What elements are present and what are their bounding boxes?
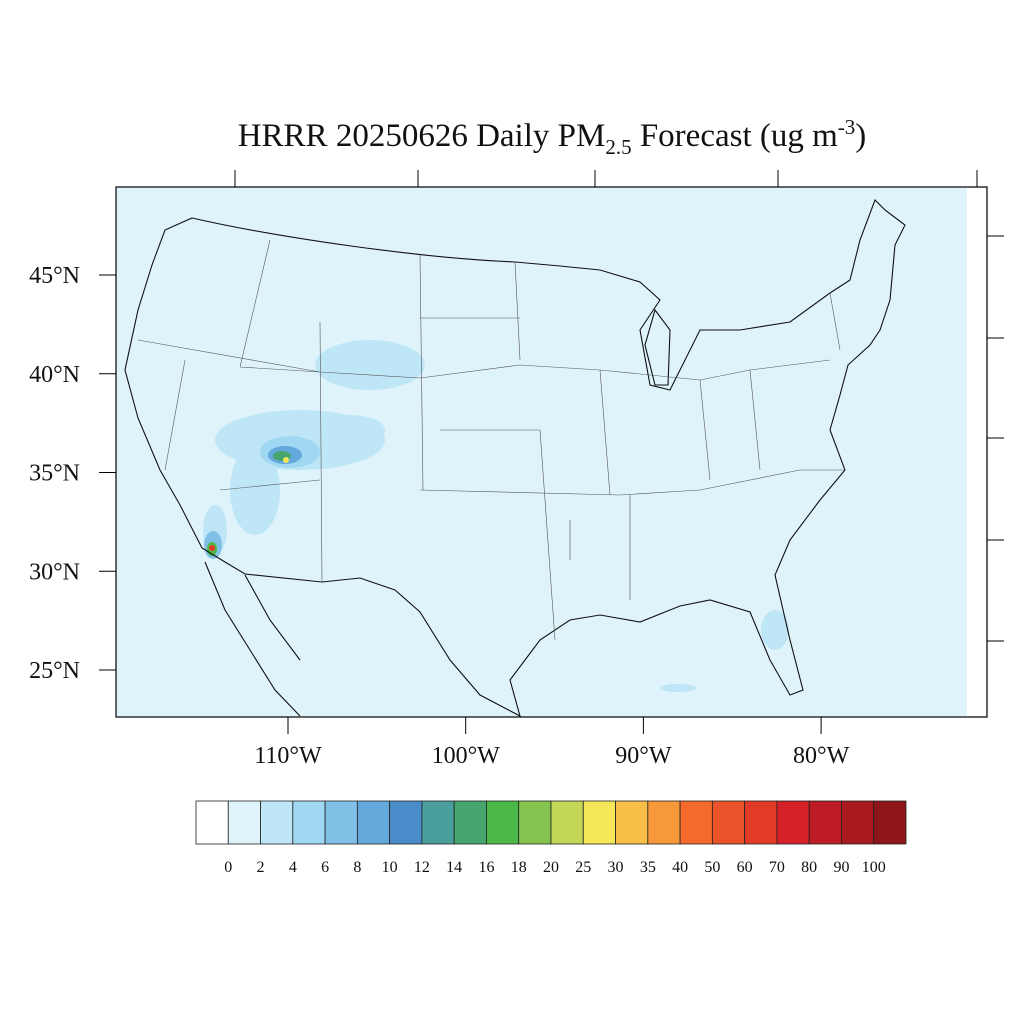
colorbar-label: 16 bbox=[478, 859, 494, 876]
color-box bbox=[356, 800, 391, 845]
map-frame bbox=[115, 186, 988, 718]
color-box bbox=[227, 800, 261, 845]
title-superscript: -3 bbox=[838, 115, 856, 139]
color-box bbox=[421, 800, 455, 845]
colorbar-label: 30 bbox=[608, 859, 624, 876]
colorbar-label: 12 bbox=[414, 859, 430, 876]
colorbar-label: 40 bbox=[672, 859, 688, 876]
state-lines bbox=[137, 239, 845, 641]
lon-label: 110°W bbox=[254, 743, 322, 769]
colorbar-label: 4 bbox=[289, 859, 297, 876]
color-box bbox=[195, 800, 229, 845]
colorbar-label: 0 bbox=[224, 859, 232, 876]
colorbar-label: 90 bbox=[833, 859, 849, 876]
color-box bbox=[292, 800, 326, 845]
smoke-plume bbox=[203, 340, 789, 692]
colorbar-label: 25 bbox=[575, 859, 591, 876]
map-title: HRRR 20250626 Daily PM2.5 Forecast (ug m… bbox=[238, 115, 867, 159]
color-box bbox=[518, 800, 552, 845]
color-box bbox=[841, 800, 875, 845]
colorbar-label: 20 bbox=[543, 859, 559, 876]
color-box bbox=[582, 800, 616, 845]
coastline bbox=[124, 199, 906, 718]
lake-michigan bbox=[644, 308, 671, 386]
title-end: ) bbox=[855, 118, 866, 154]
color-box bbox=[647, 800, 681, 845]
color-box bbox=[486, 800, 520, 845]
colorbar-label: 18 bbox=[511, 859, 527, 876]
lon-label: 90°W bbox=[615, 743, 672, 769]
lat-label: 35°N bbox=[29, 461, 80, 487]
color-box bbox=[453, 800, 487, 845]
color-box bbox=[744, 800, 778, 845]
lon-label: 80°W bbox=[793, 743, 850, 769]
lat-label: 45°N bbox=[29, 263, 80, 289]
colorbar-label: 60 bbox=[737, 859, 753, 876]
colorbar-label: 50 bbox=[704, 859, 720, 876]
colorbar-label: 70 bbox=[769, 859, 785, 876]
baja-coast bbox=[204, 561, 301, 717]
map-axes: 45°N 40°N 35°N 30°N 25°N 110°W 100°W 90°W 80°W bbox=[29, 263, 850, 769]
color-box bbox=[389, 800, 423, 845]
colorbar-label: 14 bbox=[446, 859, 462, 876]
colorbar-label: 6 bbox=[321, 859, 329, 876]
frame-ticks bbox=[234, 170, 1004, 642]
colorbar: 0 2 4 6 8 10 12 14 16 18 20 25 30 35 40 50 60 70 80 90 100 bbox=[195, 800, 907, 876]
color-box bbox=[615, 800, 649, 845]
color-box bbox=[679, 800, 713, 845]
colorbar-label: 8 bbox=[353, 859, 361, 876]
lat-label: 40°N bbox=[29, 362, 80, 388]
lat-label: 30°N bbox=[29, 559, 80, 585]
color-box bbox=[324, 800, 358, 845]
color-box bbox=[711, 800, 746, 845]
lat-label: 25°N bbox=[29, 658, 80, 684]
title-main: HRRR 20250626 Daily PM bbox=[238, 118, 606, 154]
title-subscript: 2.5 bbox=[605, 135, 631, 159]
map-panel bbox=[115, 170, 1004, 718]
color-box bbox=[873, 800, 907, 845]
title-middle: Forecast (ug m bbox=[632, 118, 839, 154]
color-box bbox=[260, 800, 294, 845]
color-box bbox=[776, 800, 810, 845]
colorbar-label: 35 bbox=[640, 859, 656, 876]
color-box bbox=[808, 800, 842, 845]
colorbar-label: 100 bbox=[862, 859, 886, 876]
color-box bbox=[550, 800, 584, 845]
colorbar-label: 80 bbox=[801, 859, 817, 876]
colorbar-label: 10 bbox=[382, 859, 398, 876]
colorbar-label: 2 bbox=[257, 859, 265, 876]
no-data-strip bbox=[967, 188, 986, 716]
lon-label: 100°W bbox=[432, 743, 501, 769]
